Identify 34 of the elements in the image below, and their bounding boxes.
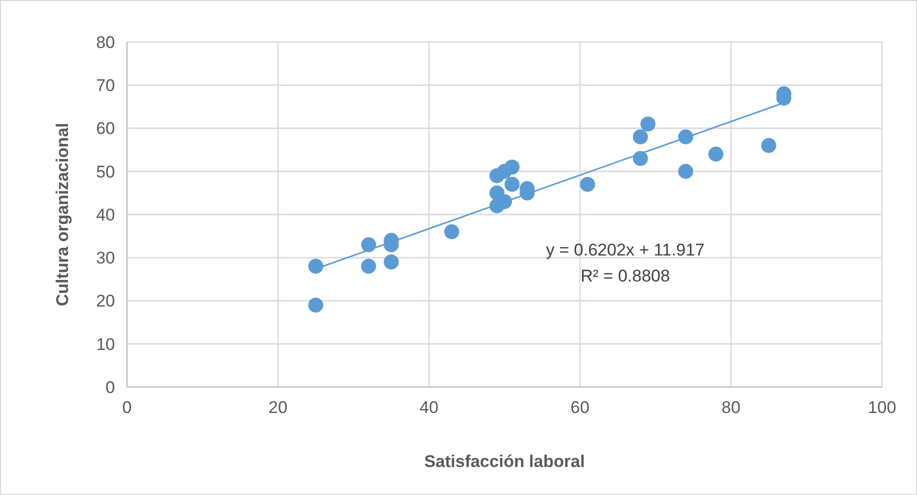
point	[580, 176, 596, 192]
x-tick-label: 20	[268, 398, 288, 417]
y-tick-label: 50	[96, 162, 115, 182]
y-tick-label: 30	[96, 248, 115, 268]
point	[308, 258, 324, 274]
x-tick-label: 60	[570, 398, 590, 417]
y-tick-label: 70	[96, 76, 115, 96]
point	[632, 150, 648, 166]
annotation: R² = 0.8808	[580, 266, 670, 286]
y-tick-label: 80	[96, 32, 115, 52]
y-tick-label: 10	[96, 334, 115, 354]
point	[308, 298, 324, 313]
point	[361, 258, 376, 274]
annotation: y = 0.6202x + 11.917	[546, 240, 705, 260]
x-axis-title: Satisfacción laboral	[424, 452, 585, 471]
x-tick-label: 80	[722, 398, 740, 417]
point	[504, 176, 520, 192]
point	[640, 116, 656, 132]
point	[678, 164, 694, 179]
x-tick-label: 100	[868, 398, 896, 417]
y-tick-label: 40	[96, 205, 115, 224]
point	[444, 224, 460, 240]
y-tick-label: 0	[106, 378, 115, 397]
point	[632, 129, 648, 144]
point	[761, 138, 776, 153]
point	[708, 146, 724, 162]
point	[504, 160, 520, 175]
y-tick-label: 20	[96, 292, 115, 311]
point	[384, 254, 399, 270]
y-tick-label: 60	[96, 119, 115, 138]
y-axis-title: Cultura organizacional	[53, 122, 72, 306]
x-tick-label: 0	[122, 398, 132, 417]
x-tick-label: 40	[420, 398, 438, 417]
point	[361, 237, 376, 252]
